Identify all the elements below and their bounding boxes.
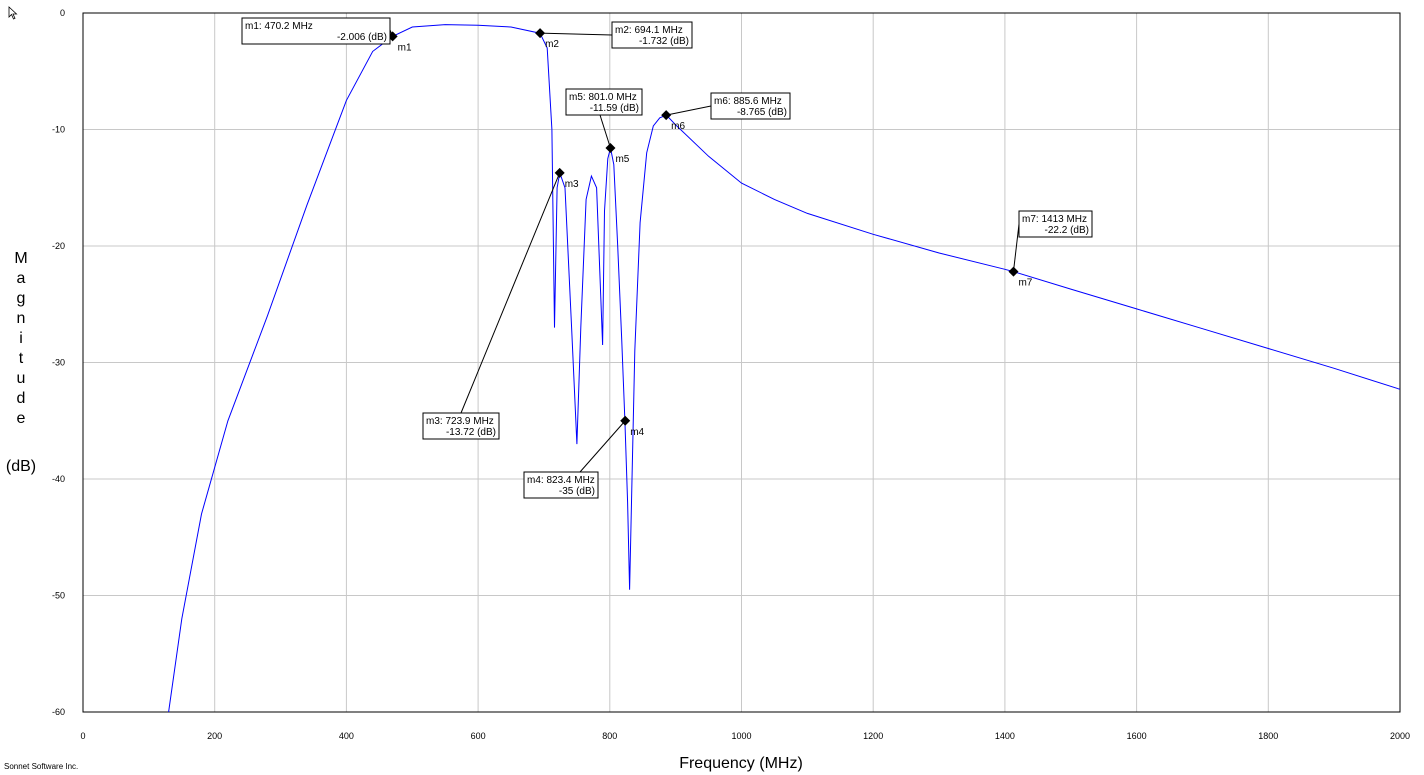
- y-axis-unit: (dB): [6, 458, 36, 475]
- marker-callout-box: [422, 412, 500, 440]
- x-tick-label: 400: [339, 731, 354, 741]
- marker-value: -1.732 (dB): [639, 36, 689, 47]
- marker-diamond-icon: [554, 167, 565, 178]
- x-tick-labels: 0 200 400 600 800 1000 1200 1400 1600 1800 2000: [80, 731, 1410, 741]
- x-tick-label: 1000: [731, 731, 751, 741]
- marker-leader-line: [579, 420, 626, 473]
- marker-m6: m6 m6: 885.6 MHz-8.765 (dB): [661, 92, 791, 132]
- x-tick-label: 1800: [1258, 731, 1278, 741]
- marker-m1: m1 m1: 470.2 MHz -2.006 (dB): [241, 17, 412, 53]
- marker-leader-line: [599, 114, 611, 149]
- y-tick-labels: 0 -10 -20 -30 -40 -50 -60: [52, 8, 65, 717]
- marker-callout-box: [611, 21, 693, 49]
- x-tick-label: 800: [602, 731, 617, 741]
- y-axis-title-letter: e: [17, 410, 26, 427]
- marker-value: -13.72 (dB): [446, 427, 496, 438]
- x-tick-label: 2000: [1390, 731, 1410, 741]
- marker-frequency: m2: 694.1 MHz: [615, 25, 683, 36]
- marker-frequency: m7: 1413 MHz: [1022, 214, 1087, 225]
- x-tick-label: 1600: [1127, 731, 1147, 741]
- marker-m7: m7 m7: 1413 MHz-22.2 (dB): [1008, 210, 1093, 289]
- marker-m5: m5 m5: 801.0 MHz-11.59 (dB): [565, 88, 643, 165]
- y-axis-title-letter: a: [17, 270, 26, 287]
- magnitude-series-line: [168, 24, 1401, 713]
- marker-frequency: m5: 801.0 MHz: [569, 92, 637, 103]
- y-axis-title-letter: n: [17, 310, 26, 327]
- marker-name: m4: [630, 427, 644, 438]
- markers: m1 m1: 470.2 MHz -2.006 (dB) m2 m2: 694.1 MH…: [241, 17, 1093, 499]
- y-tick-label: 0: [60, 8, 65, 18]
- y-axis-title-letter: u: [17, 370, 26, 387]
- marker-leader-line: [1012, 223, 1020, 272]
- x-tick-label: 1400: [995, 731, 1015, 741]
- marker-value: -35 (dB): [559, 486, 595, 497]
- footer-credit: Sonnet Software Inc.: [4, 762, 79, 771]
- marker-callout-box: [241, 17, 391, 45]
- marker-diamond-icon: [661, 110, 672, 121]
- x-tick-label: 0: [80, 731, 85, 741]
- marker-callout-box: [565, 88, 643, 116]
- marker-diamond-icon: [1008, 266, 1019, 277]
- y-axis-title-letter: t: [19, 350, 24, 367]
- marker-m3: m3 m3: 723.9 MHz-13.72 (dB): [422, 167, 579, 440]
- marker-callout-box: [1018, 210, 1093, 238]
- x-axis-title: Frequency (MHz): [679, 755, 803, 772]
- y-tick-label: -40: [52, 474, 65, 484]
- x-tick-label: 1200: [863, 731, 883, 741]
- y-axis-title-letter: M: [14, 250, 27, 267]
- marker-frequency: m6: 885.6 MHz: [714, 96, 782, 107]
- marker-diamond-icon: [605, 143, 616, 154]
- marker-name: m2: [545, 39, 559, 50]
- marker-leader-line: [540, 32, 613, 36]
- marker-m2: m2 m2: 694.1 MHz-1.732 (dB): [535, 21, 693, 50]
- marker-frequency: m1: 470.2 MHz: [245, 21, 313, 32]
- y-axis-title-letter: d: [17, 390, 26, 407]
- marker-value: -8.765 (dB): [737, 107, 787, 118]
- marker-frequency: m4: 823.4 MHz: [527, 475, 595, 486]
- marker-name: m6: [671, 121, 685, 132]
- marker-diamond-icon: [620, 415, 631, 426]
- x-tick-label: 200: [207, 731, 222, 741]
- y-axis-title-letter: g: [17, 290, 26, 307]
- marker-callout-box: [710, 92, 791, 120]
- plot-frame: [82, 12, 1401, 713]
- marker-m4: m4 m4: 823.4 MHz-35 (dB): [523, 415, 645, 499]
- marker-value: -11.59 (dB): [590, 103, 639, 114]
- mouse-cursor-icon: [8, 6, 18, 20]
- y-tick-label: -30: [52, 358, 65, 368]
- y-tick-label: -20: [52, 241, 65, 251]
- marker-value: -22.2 (dB): [1045, 225, 1089, 236]
- marker-name: m1: [398, 42, 412, 53]
- marker-diamond-icon: [535, 28, 546, 39]
- marker-callout-box: [523, 471, 599, 499]
- marker-name: m3: [565, 179, 579, 190]
- marker-name: m7: [1018, 278, 1032, 289]
- marker-value: -2.006 (dB): [337, 32, 387, 43]
- y-tick-label: -50: [52, 591, 65, 601]
- marker-leader-line: [666, 105, 712, 116]
- y-axis-title-letter: i: [19, 330, 23, 347]
- marker-name: m5: [615, 154, 629, 165]
- marker-frequency: m3: 723.9 MHz: [426, 416, 494, 427]
- y-tick-label: -60: [52, 707, 65, 717]
- marker-leader-line: [460, 172, 561, 414]
- y-tick-label: -10: [52, 125, 65, 135]
- x-tick-label: 600: [471, 731, 486, 741]
